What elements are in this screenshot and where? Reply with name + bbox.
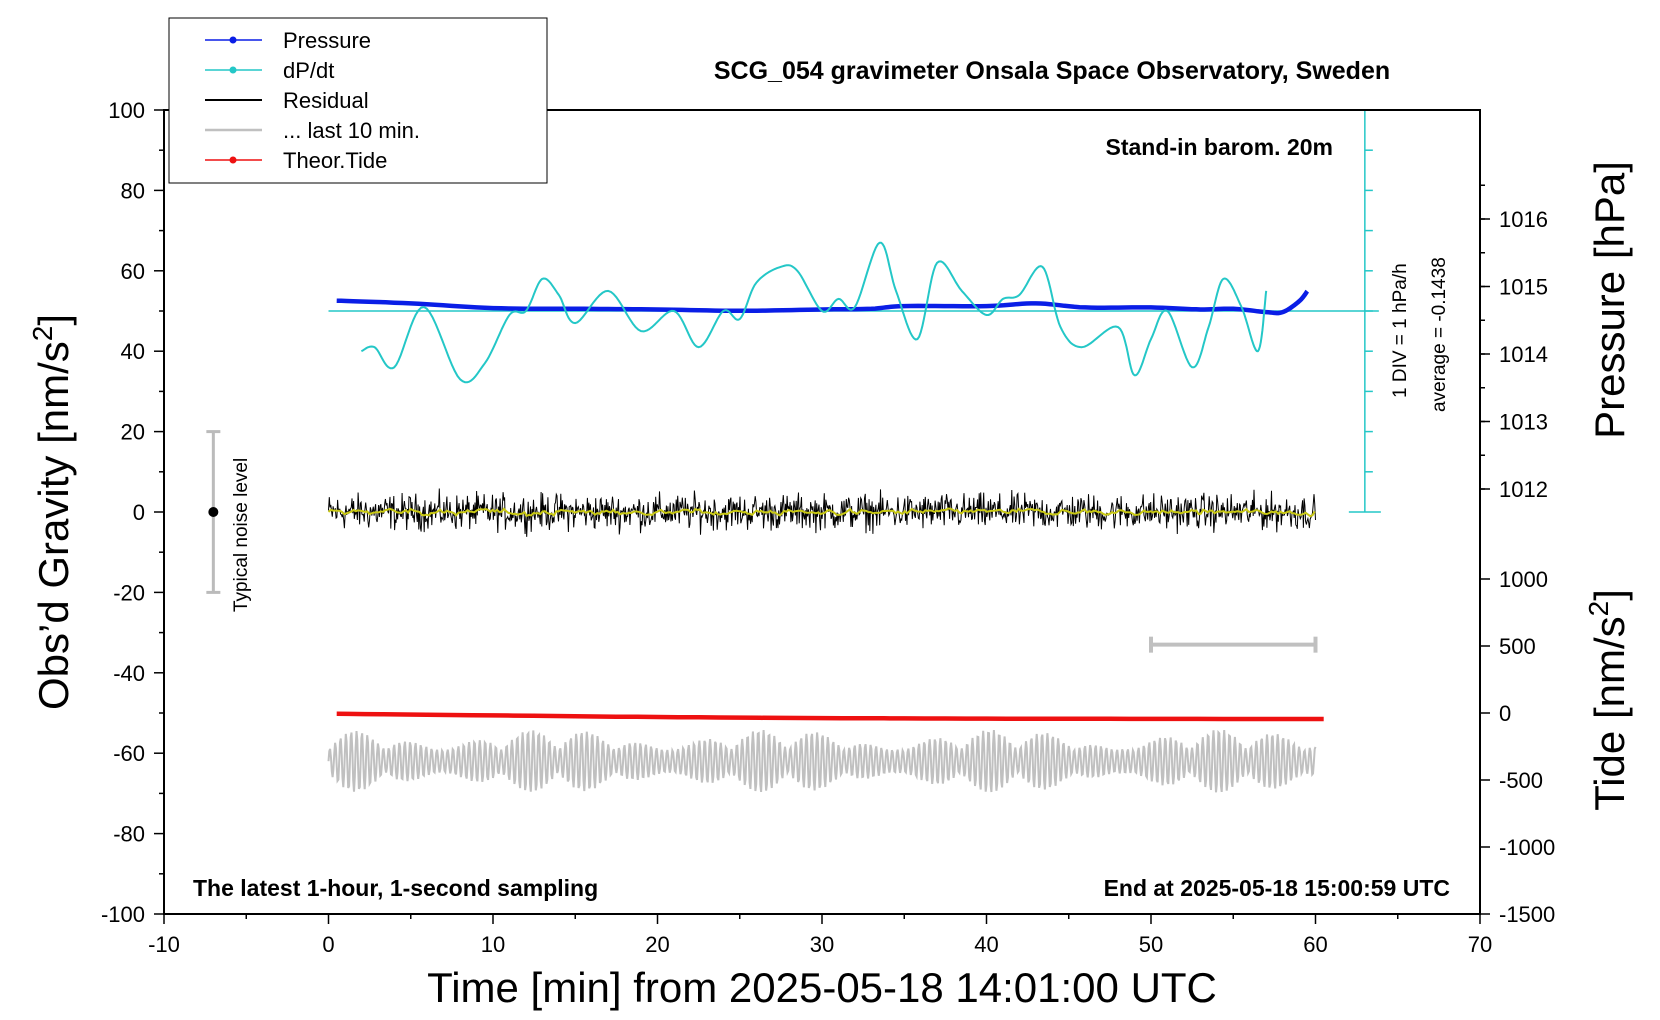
y-axis-left-label: Obs’d Gravity [nm/s2]	[27, 314, 77, 710]
y-tick-label: 60	[121, 259, 145, 284]
pressure-tick-label: 1012	[1499, 477, 1548, 502]
y-tick-label: 100	[108, 98, 145, 123]
y-tick-label: 20	[121, 420, 145, 445]
noise-level-label: Typical noise level	[231, 458, 252, 612]
legend-pressure-label: Pressure	[283, 28, 371, 53]
y-tick-label: 80	[121, 178, 145, 203]
tide-line	[336, 711, 1324, 722]
y-tick-label: 0	[133, 500, 145, 525]
y-axis-tide-label: Tide [nm/s2]	[1583, 589, 1633, 811]
pressure-tick-label: 1016	[1499, 207, 1548, 232]
x-tick-label: 20	[645, 932, 669, 957]
legend: Pressure dP/dt Residual ... last 10 min.…	[168, 17, 548, 184]
tide-tick-label: -1000	[1499, 835, 1555, 860]
x-tick-label: 10	[481, 932, 505, 957]
x-tick-label: 60	[1303, 932, 1327, 957]
x-tick-label: -10	[148, 932, 180, 957]
axes-layer: -10 0 10 20 30 40 50 60 70-100-80-60-40-20020406…	[101, 98, 1555, 957]
dpdt-line	[360, 241, 1268, 384]
x-tick-label: 30	[810, 932, 834, 957]
legend-tide-label: Theor.Tide	[283, 148, 387, 173]
y-tick-label: -100	[101, 902, 145, 927]
data-layer	[206, 241, 1324, 793]
pressure-tick-label: 1014	[1499, 342, 1548, 367]
legend-tide-marker	[229, 156, 237, 164]
dpdt-div-label: 1 DIV = 1 hPa/h	[1390, 263, 1411, 398]
x-tick-label: 70	[1468, 932, 1492, 957]
legend-residual-label: Residual	[283, 88, 369, 113]
bottom-right-annotation: End at 2025-05-18 15:00:59 UTC	[1104, 875, 1450, 901]
pressure-tick-label: 1013	[1499, 410, 1548, 435]
legend-pressure-marker	[229, 36, 237, 44]
chart-title: SCG_054 gravimeter Onsala Space Observat…	[714, 57, 1390, 85]
noise-bar-center-dot	[208, 507, 219, 517]
grey-trace-line	[327, 729, 1317, 793]
x-tick-label: 0	[322, 932, 334, 957]
y-tick-label: -20	[113, 580, 145, 605]
legend-dpdt-label: dP/dt	[283, 58, 334, 83]
pressure-tick-label: 1015	[1499, 275, 1548, 300]
tide-tick-label: -1500	[1499, 902, 1555, 927]
x-tick-label: 40	[974, 932, 998, 957]
tide-tick-label: 500	[1499, 634, 1536, 659]
x-axis-label: Time [min] from 2025-05-18 14:01:00 UTC	[427, 964, 1217, 1011]
y-tick-label: 40	[121, 339, 145, 364]
dpdt-average-label: average = -0.1438	[1429, 257, 1450, 412]
legend-last10-label: ... last 10 min.	[283, 118, 420, 143]
x-tick-label: 50	[1139, 932, 1163, 957]
tide-tick-label: -500	[1499, 768, 1543, 793]
y-axis-pressure-label: Pressure [hPa]	[1586, 161, 1633, 439]
legend-dpdt-marker	[229, 66, 237, 74]
y-tick-label: -60	[113, 741, 145, 766]
y-tick-label: -80	[113, 822, 145, 847]
residual-smoothed-line	[327, 507, 1316, 518]
tide-tick-label: 1000	[1499, 567, 1548, 592]
y-tick-label: -40	[113, 661, 145, 686]
pressure-line	[336, 289, 1310, 316]
barometer-annotation: Stand-in barom. 20m	[1106, 134, 1333, 160]
bottom-left-annotation: The latest 1-hour, 1-second sampling	[193, 875, 598, 901]
tide-tick-label: 0	[1499, 701, 1511, 726]
